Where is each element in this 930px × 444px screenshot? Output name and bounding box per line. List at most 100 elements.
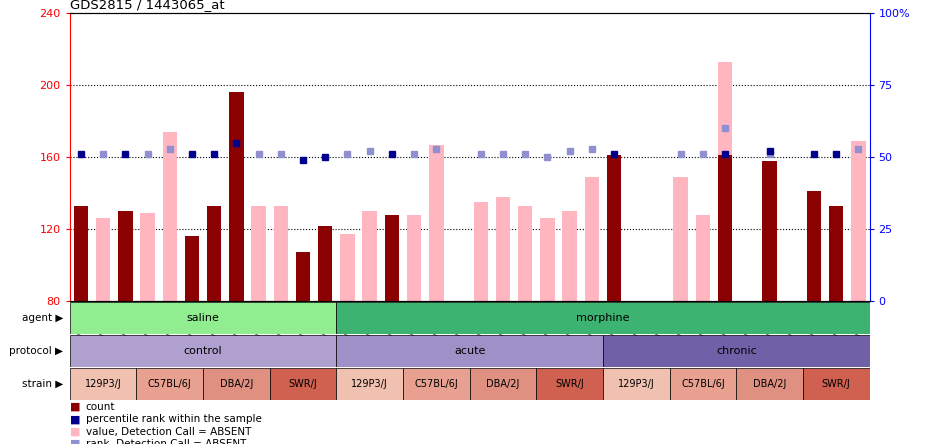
Bar bbox=[70, 368, 137, 400]
Bar bbox=[229, 92, 244, 301]
Text: ■: ■ bbox=[70, 427, 80, 437]
Bar bbox=[337, 13, 359, 301]
Bar bbox=[759, 13, 780, 301]
Bar bbox=[207, 206, 221, 301]
Bar bbox=[203, 13, 225, 301]
Bar bbox=[847, 13, 870, 301]
Bar bbox=[385, 215, 399, 301]
Text: C57BL/6J: C57BL/6J bbox=[415, 379, 458, 388]
Text: GDS2815 / 1443065_at: GDS2815 / 1443065_at bbox=[70, 0, 224, 11]
Bar bbox=[114, 13, 137, 301]
Bar bbox=[537, 13, 559, 301]
Bar bbox=[96, 218, 111, 301]
Bar bbox=[159, 13, 180, 301]
Bar bbox=[696, 215, 711, 301]
Bar bbox=[537, 368, 603, 400]
Bar bbox=[137, 13, 159, 301]
Bar bbox=[140, 213, 154, 301]
Bar bbox=[670, 13, 692, 301]
Bar bbox=[737, 368, 803, 400]
Bar bbox=[492, 13, 514, 301]
Bar bbox=[407, 215, 421, 301]
Text: ■: ■ bbox=[70, 414, 80, 424]
Bar bbox=[73, 206, 88, 301]
Bar bbox=[559, 13, 580, 301]
Bar bbox=[380, 13, 403, 301]
Bar bbox=[803, 368, 870, 400]
Bar bbox=[137, 368, 203, 400]
Bar bbox=[203, 368, 270, 400]
Text: protocol ▶: protocol ▶ bbox=[9, 346, 63, 356]
Bar bbox=[318, 226, 332, 301]
Bar bbox=[603, 368, 670, 400]
Bar bbox=[585, 177, 599, 301]
Text: morphine: morphine bbox=[577, 313, 630, 323]
Bar bbox=[340, 234, 354, 301]
Bar bbox=[780, 13, 803, 301]
Text: DBA/2J: DBA/2J bbox=[753, 379, 786, 388]
Bar bbox=[692, 13, 714, 301]
Text: DBA/2J: DBA/2J bbox=[486, 379, 520, 388]
Text: strain ▶: strain ▶ bbox=[21, 379, 63, 388]
Bar bbox=[673, 177, 688, 301]
Text: 129P3/J: 129P3/J bbox=[618, 379, 655, 388]
Bar bbox=[718, 62, 732, 301]
Bar bbox=[118, 211, 132, 301]
Text: value, Detection Call = ABSENT: value, Detection Call = ABSENT bbox=[86, 427, 251, 437]
Bar bbox=[429, 145, 444, 301]
Bar bbox=[825, 13, 847, 301]
Bar bbox=[70, 13, 92, 301]
Bar bbox=[337, 368, 403, 400]
Bar bbox=[92, 13, 114, 301]
Bar bbox=[473, 202, 488, 301]
Text: 129P3/J: 129P3/J bbox=[85, 379, 122, 388]
Bar bbox=[70, 335, 337, 367]
Bar bbox=[647, 13, 670, 301]
Bar bbox=[185, 236, 199, 301]
Bar bbox=[403, 13, 425, 301]
Bar bbox=[580, 13, 603, 301]
Bar bbox=[163, 132, 177, 301]
Bar bbox=[718, 155, 732, 301]
Bar bbox=[180, 13, 203, 301]
Bar bbox=[603, 335, 870, 367]
Text: count: count bbox=[86, 402, 115, 412]
Text: ■: ■ bbox=[70, 402, 80, 412]
Bar bbox=[225, 13, 247, 301]
Bar bbox=[807, 191, 821, 301]
Bar bbox=[273, 206, 288, 301]
Text: agent ▶: agent ▶ bbox=[21, 313, 63, 323]
Bar bbox=[292, 13, 314, 301]
Bar bbox=[296, 253, 311, 301]
Bar bbox=[314, 13, 337, 301]
Text: percentile rank within the sample: percentile rank within the sample bbox=[86, 414, 261, 424]
Bar bbox=[359, 13, 380, 301]
Bar bbox=[607, 155, 621, 301]
Bar bbox=[447, 13, 470, 301]
Text: SWR/J: SWR/J bbox=[288, 379, 317, 388]
Bar bbox=[403, 368, 470, 400]
Text: SWR/J: SWR/J bbox=[822, 379, 851, 388]
Bar bbox=[540, 218, 554, 301]
Bar bbox=[514, 13, 537, 301]
Text: C57BL/6J: C57BL/6J bbox=[148, 379, 192, 388]
Text: acute: acute bbox=[454, 346, 485, 356]
Bar bbox=[425, 13, 447, 301]
Bar bbox=[251, 206, 266, 301]
Bar bbox=[337, 335, 603, 367]
Bar bbox=[270, 13, 292, 301]
Bar bbox=[803, 13, 825, 301]
Bar bbox=[603, 13, 625, 301]
Text: ■: ■ bbox=[70, 439, 80, 444]
Bar bbox=[829, 206, 844, 301]
Bar bbox=[470, 368, 537, 400]
Text: chronic: chronic bbox=[716, 346, 757, 356]
Text: saline: saline bbox=[187, 313, 219, 323]
Bar bbox=[470, 13, 492, 301]
Bar bbox=[763, 161, 777, 301]
Bar bbox=[518, 206, 532, 301]
Text: SWR/J: SWR/J bbox=[555, 379, 584, 388]
Bar bbox=[270, 368, 337, 400]
Bar bbox=[670, 368, 737, 400]
Text: rank, Detection Call = ABSENT: rank, Detection Call = ABSENT bbox=[86, 439, 246, 444]
